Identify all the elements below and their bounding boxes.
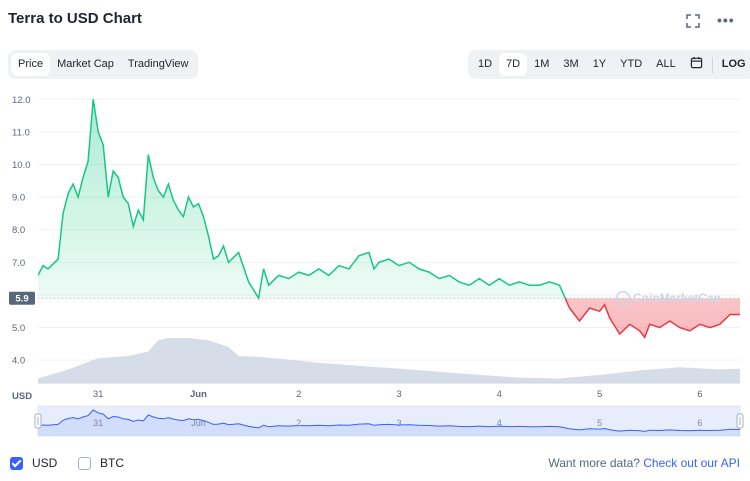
tab-1y[interactable]: 1Y: [592, 58, 607, 70]
y-tick-label: 8.0: [12, 225, 25, 236]
usd-label: USD: [32, 456, 58, 470]
x-tick-label: 2: [296, 389, 301, 400]
y-tick-label: 7.0: [12, 258, 25, 269]
navigator-tick-label: 6: [697, 418, 702, 428]
tab-7d[interactable]: 7D: [499, 53, 528, 76]
btc-checkbox[interactable]: [78, 456, 91, 470]
current-price-badge: [9, 291, 35, 305]
tab-1m[interactable]: 1M: [534, 58, 550, 70]
btc-toggle[interactable]: BTC: [78, 456, 124, 470]
tab-1d[interactable]: 1D: [478, 58, 493, 70]
x-tick-label: 5: [597, 389, 602, 400]
y-tick-label: 4.0: [12, 356, 25, 367]
current-price-label: 5.9: [15, 294, 28, 305]
tab-log[interactable]: LOG: [721, 58, 746, 70]
navigator-line: [37, 409, 740, 432]
tab-price[interactable]: Price: [11, 53, 51, 76]
watermark-text: CoinMarketCap: [633, 291, 721, 305]
chart-type-tabs: Price Market Cap TradingView: [8, 50, 199, 79]
usd-checkbox[interactable]: [10, 456, 23, 470]
x-tick-label: 31: [93, 389, 104, 400]
price-line-down[interactable]: [38, 99, 740, 339]
x-tick-label: 6: [697, 389, 702, 400]
navigator-tick-label: 5: [597, 418, 602, 428]
navigator-tick-label: 3: [397, 418, 402, 428]
navigator-tick-label: 31: [93, 418, 103, 428]
tab-divider: [711, 56, 713, 73]
more-options-icon[interactable]: •••: [717, 12, 735, 28]
y-tick-label: 5.0: [12, 323, 25, 334]
tab-ytd[interactable]: YTD: [620, 58, 643, 70]
api-link[interactable]: Check out our API: [643, 456, 740, 470]
y-tick-label: 10.0: [12, 160, 31, 171]
price-area-down: [38, 298, 740, 338]
price-chart[interactable]: 4.0 5.0 7.0 8.0 9.0 10.0 11.0 12.0 5.9 CoinMarket…: [0, 88, 750, 443]
chart-title: Terra to USD Chart: [8, 10, 142, 27]
tab-3m[interactable]: 3M: [563, 58, 579, 70]
more-data-text: Want more data? Check out our API: [548, 456, 740, 470]
tab-market-cap[interactable]: Market Cap: [57, 58, 114, 70]
navigator-tick-label: 2: [296, 418, 301, 428]
price-area-up: [38, 99, 566, 299]
tab-tradingview[interactable]: TradingView: [127, 58, 189, 70]
y-unit-label: USD: [12, 391, 32, 402]
time-range-tabs: 1D 7D 1M 3M 1Y YTD ALL LOG: [468, 50, 750, 79]
y-tick-label: 12.0: [12, 95, 31, 106]
fullscreen-icon[interactable]: [686, 14, 700, 28]
navigator-tick-label: Jun: [191, 418, 206, 428]
y-tick-label: 11.0: [12, 127, 30, 138]
volume-area: [38, 338, 740, 383]
x-tick-label: 3: [396, 389, 401, 400]
x-tick-label: 4: [497, 389, 502, 400]
y-tick-label: 9.0: [12, 193, 25, 204]
x-tick-label: Jun: [190, 389, 207, 400]
calendar-icon[interactable]: [683, 53, 710, 76]
tab-all[interactable]: ALL: [656, 58, 676, 70]
navigator-area: [38, 410, 740, 436]
price-line-up[interactable]: [38, 99, 740, 337]
navigator-tick-label: 4: [497, 418, 502, 428]
btc-label: BTC: [100, 456, 124, 470]
usd-toggle[interactable]: USD: [10, 456, 57, 470]
watermark-logo-icon: [615, 290, 631, 306]
